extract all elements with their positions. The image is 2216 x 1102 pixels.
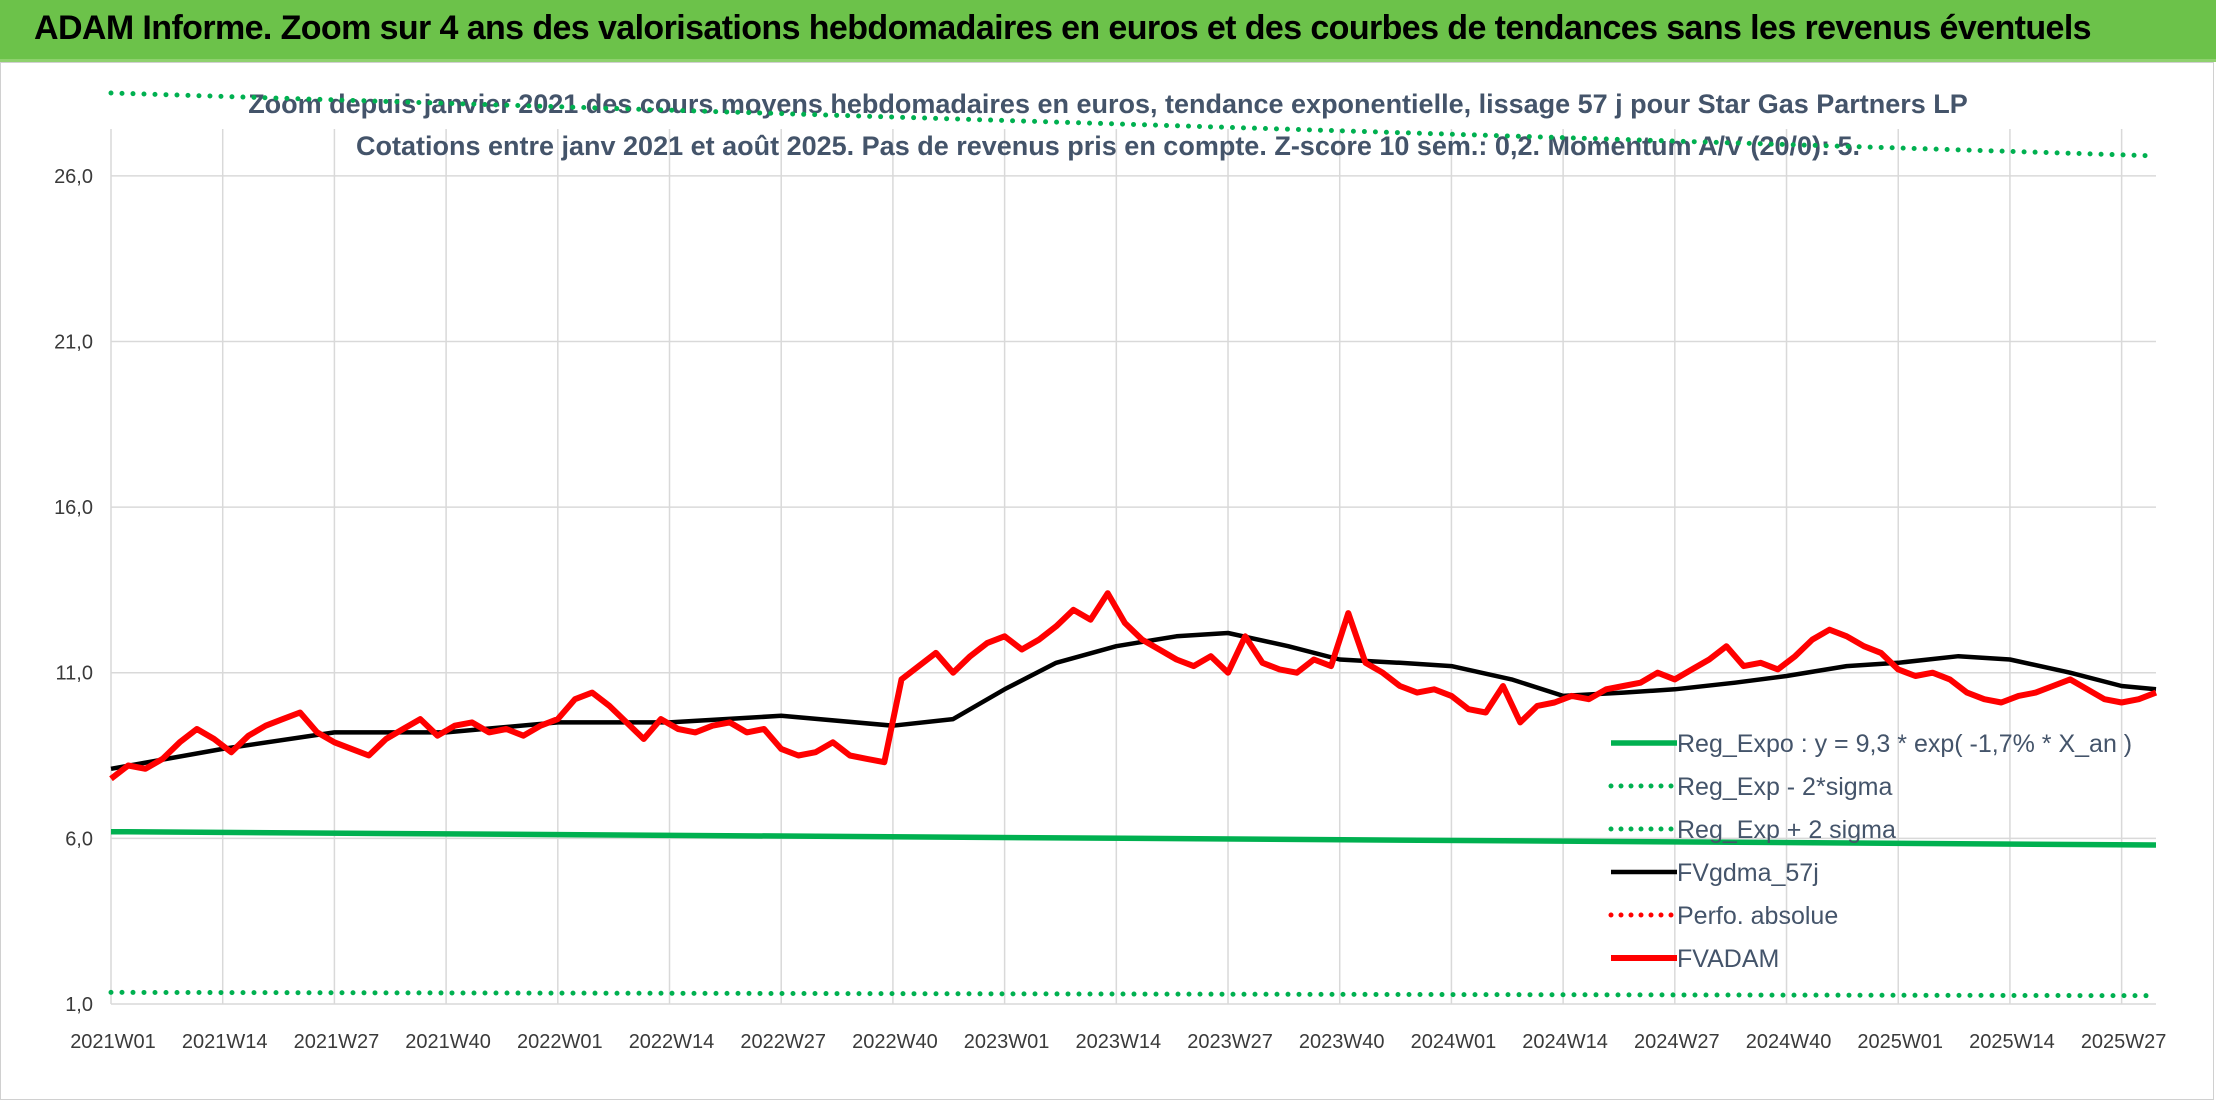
y-tick-label: 6,0 [65,828,93,850]
legend-label: Reg_Expo : y = 9,3 * exp( -1,7% * X_an ) [1677,730,2132,758]
x-tick-label: 2023W40 [1299,1031,1385,1053]
series-group [108,90,2159,999]
legend-label: Perfo. absolue [1677,902,1838,930]
x-tick-label: 2022W01 [517,1031,603,1053]
x-tick-label: 2024W27 [1634,1031,1720,1053]
y-tick-label: 16,0 [54,497,93,519]
x-tick-label: 2021W27 [294,1031,380,1053]
x-tick-label: 2025W01 [1857,1031,1943,1053]
x-tick-label: 2024W40 [1746,1031,1832,1053]
grid-lines [110,129,2156,1005]
y-tick-label: 11,0 [56,663,93,685]
chart-title: Zoom depuis janvier 2021 des cours moyen… [248,89,1968,119]
header-banner: ADAM Informe. Zoom sur 4 ans des valoris… [0,0,2216,62]
x-tick-label: 2022W27 [740,1031,826,1053]
x-axis-ticks: 2021W01 2021W14 2021W27 2021W40 2022W01 2022W… [70,1031,2166,1053]
x-tick-label: 2022W14 [629,1031,715,1053]
y-tick-label: 26,0 [54,166,93,188]
x-tick-label: 2022W40 [852,1031,938,1053]
legend-label: FVADAM [1677,945,1779,973]
x-tick-label: 2024W14 [1522,1031,1608,1053]
x-tick-label: 2023W01 [964,1031,1050,1053]
x-tick-label: 2024W01 [1411,1031,1497,1053]
x-tick-label: 2025W14 [1969,1031,2055,1053]
chart-svg: Zoom depuis janvier 2021 des cours moyen… [54,89,2166,1053]
y-axis-ticks: 1,0 6,0 11,0 16,0 21,0 26,0 [54,166,93,1016]
series-line-reg-exp-2-sigma [108,90,2159,159]
y-tick-label: 21,0 [54,331,93,353]
legend-label: FVgdma_57j [1677,859,1819,887]
chart-frame: Zoom depuis janvier 2021 des cours moyen… [0,62,2214,1100]
x-tick-label: 2021W14 [182,1031,268,1053]
y-tick-label: 1,0 [65,994,93,1016]
page-title: ADAM Informe. Zoom sur 4 ans des valoris… [34,9,2092,47]
x-tick-label: 2023W14 [1076,1031,1162,1053]
x-tick-label: 2023W27 [1187,1031,1273,1053]
series-line-reg-expo-y-9-3-exp-1-7-x-an [110,828,2157,848]
x-tick-label: 2025W27 [2081,1031,2167,1053]
series-line-fvadam [109,590,2158,782]
x-tick-label: 2021W01 [70,1031,156,1053]
x-tick-label: 2021W40 [405,1031,491,1053]
chart-subtitle: Cotations entre janv 2021 et août 2025. … [356,131,1860,161]
legend-label: Reg_Exp - 2*sigma [1677,773,1892,801]
legend-label: Reg_Exp + 2 sigma [1677,816,1896,844]
legend: Reg_Expo : y = 9,3 * exp( -1,7% * X_an )… [1608,730,2132,973]
series-line-reg-exp-2-sigma [108,989,2159,999]
